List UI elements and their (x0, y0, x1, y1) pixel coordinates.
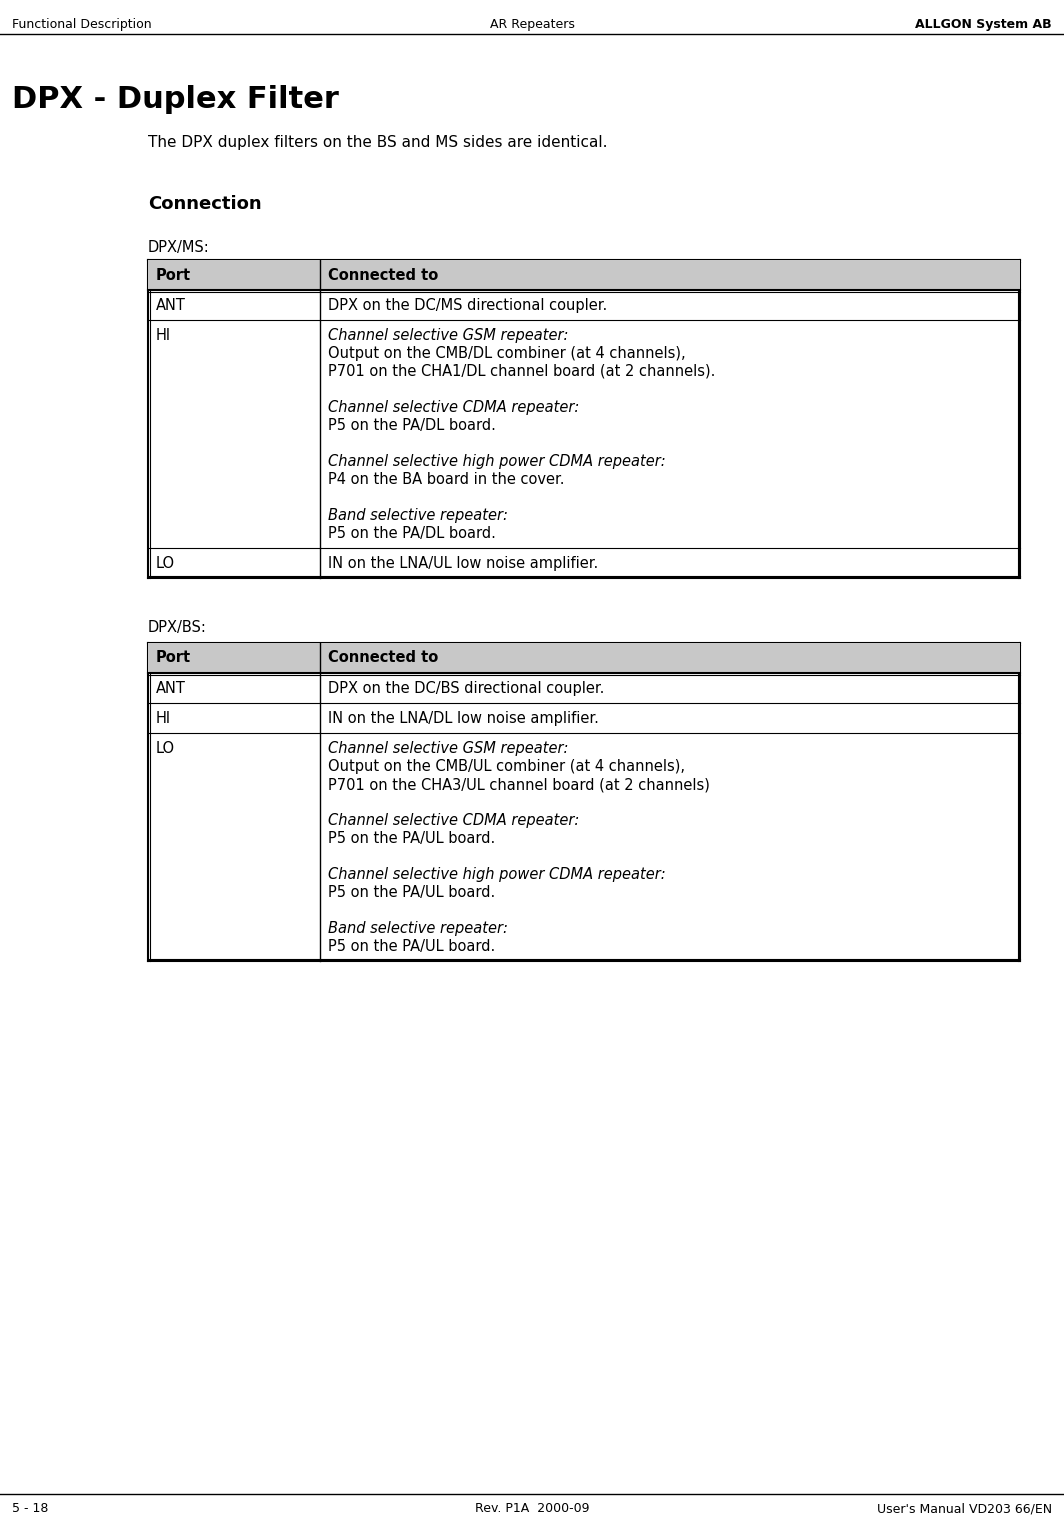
Text: ALLGON System AB: ALLGON System AB (915, 18, 1052, 30)
Text: P4 on the BA board in the cover.: P4 on the BA board in the cover. (328, 473, 565, 486)
Bar (148, 260, 1020, 290)
Text: Band selective repeater:: Band selective repeater: (328, 508, 508, 523)
Text: DPX - Duplex Filter: DPX - Duplex Filter (12, 85, 338, 114)
Text: AR Repeaters: AR Repeaters (489, 18, 575, 30)
Text: DPX on the DC/MS directional coupler.: DPX on the DC/MS directional coupler. (328, 298, 608, 313)
Text: P701 on the CHA1/DL channel board (at 2 channels).: P701 on the CHA1/DL channel board (at 2 … (328, 363, 715, 378)
Text: Connected to: Connected to (328, 268, 438, 283)
Text: HI: HI (156, 711, 171, 727)
Text: The DPX duplex filters on the BS and MS sides are identical.: The DPX duplex filters on the BS and MS … (148, 135, 608, 150)
Text: HI: HI (156, 328, 171, 344)
Text: LO: LO (156, 556, 176, 572)
Text: P5 on the PA/UL board.: P5 on the PA/UL board. (328, 885, 495, 900)
Text: ANT: ANT (156, 681, 186, 696)
Text: User's Manual VD203 66/EN: User's Manual VD203 66/EN (877, 1502, 1052, 1515)
Text: 5 - 18: 5 - 18 (12, 1502, 48, 1515)
Text: Channel selective CDMA repeater:: Channel selective CDMA repeater: (328, 400, 579, 415)
Text: Connection: Connection (148, 195, 262, 213)
Text: Functional Description: Functional Description (12, 18, 152, 30)
Text: Channel selective GSM repeater:: Channel selective GSM repeater: (328, 328, 568, 344)
Text: P5 on the PA/UL board.: P5 on the PA/UL board. (328, 939, 495, 955)
Text: Output on the CMB/UL combiner (at 4 channels),: Output on the CMB/UL combiner (at 4 chan… (328, 758, 685, 774)
Text: IN on the LNA/DL low noise amplifier.: IN on the LNA/DL low noise amplifier. (328, 711, 599, 727)
Text: LO: LO (156, 742, 176, 755)
Text: ANT: ANT (156, 298, 186, 313)
Text: Port: Port (156, 268, 192, 283)
Text: P5 on the PA/DL board.: P5 on the PA/DL board. (328, 526, 496, 541)
Text: DPX/MS:: DPX/MS: (148, 240, 210, 255)
Text: Port: Port (156, 651, 192, 666)
Text: P5 on the PA/DL board.: P5 on the PA/DL board. (328, 418, 496, 433)
Text: Channel selective high power CDMA repeater:: Channel selective high power CDMA repeat… (328, 454, 666, 470)
Text: IN on the LNA/UL low noise amplifier.: IN on the LNA/UL low noise amplifier. (328, 556, 598, 572)
Text: P5 on the PA/UL board.: P5 on the PA/UL board. (328, 831, 495, 847)
Text: Connected to: Connected to (328, 651, 438, 666)
Text: P701 on the CHA3/UL channel board (at 2 channels): P701 on the CHA3/UL channel board (at 2 … (328, 777, 710, 792)
Text: Channel selective GSM repeater:: Channel selective GSM repeater: (328, 742, 568, 755)
Text: DPX on the DC/BS directional coupler.: DPX on the DC/BS directional coupler. (328, 681, 604, 696)
Text: Channel selective CDMA repeater:: Channel selective CDMA repeater: (328, 813, 579, 828)
Text: Band selective repeater:: Band selective repeater: (328, 921, 508, 936)
Text: Channel selective high power CDMA repeater:: Channel selective high power CDMA repeat… (328, 866, 666, 882)
Text: Rev. P1A  2000-09: Rev. P1A 2000-09 (475, 1502, 589, 1515)
Bar (148, 643, 1020, 673)
Text: Output on the CMB/DL combiner (at 4 channels),: Output on the CMB/DL combiner (at 4 chan… (328, 347, 685, 362)
Text: DPX/BS:: DPX/BS: (148, 620, 206, 635)
